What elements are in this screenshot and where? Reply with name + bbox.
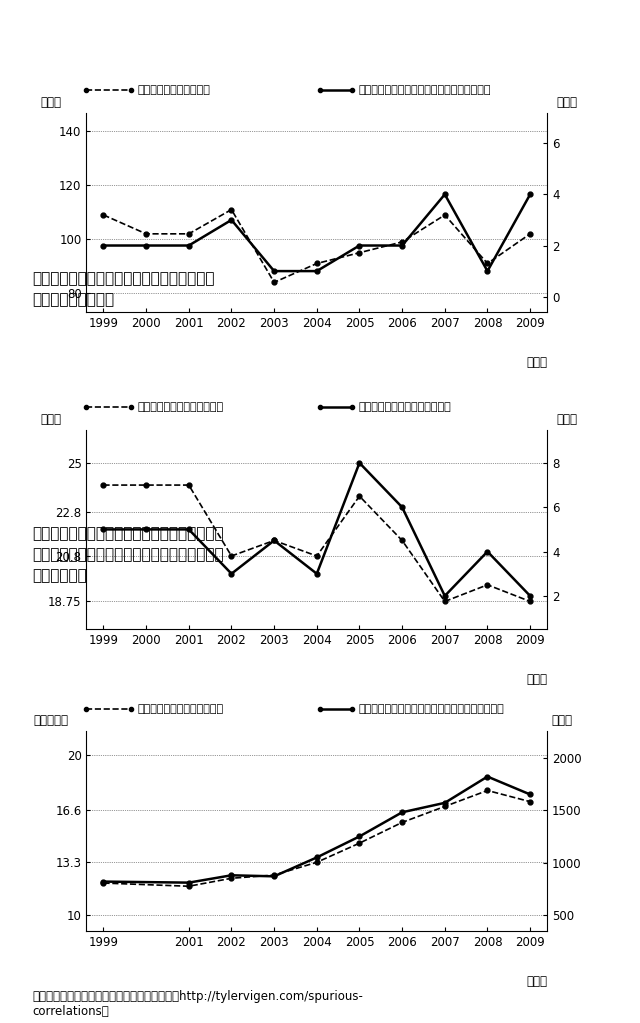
Text: 図表４　ミス・アメリカの年齢と暖房器具に
　　　　よる死者数: 図表４ ミス・アメリカの年齢と暖房器具に よる死者数 — [32, 271, 214, 307]
Text: （出典）タイラー・ヴィーゲンウェブサイト（http://tylervigen.com/spurious-
correlations）: （出典）タイラー・ヴィーゲンウェブサイト（http://tylervigen.c… — [32, 990, 363, 1018]
Text: プールの溺死者数（左）: プールの溺死者数（左） — [138, 85, 211, 95]
Text: （年）: （年） — [526, 673, 547, 686]
Text: （歳）: （歳） — [40, 412, 61, 426]
Text: （本）: （本） — [556, 95, 577, 108]
Text: （人）: （人） — [556, 412, 577, 426]
Text: 暖房器具が原因の死者数（右）: 暖房器具が原因の死者数（右） — [358, 402, 451, 412]
Text: （年）: （年） — [526, 356, 547, 369]
Text: ミス・アメリカの年齢（左）: ミス・アメリカの年齢（左） — [138, 402, 224, 412]
Text: （億ドル）: （億ドル） — [33, 714, 68, 727]
Text: コンピューターサイエンス博士号取得者数（右）: コンピューターサイエンス博士号取得者数（右） — [358, 704, 504, 714]
Text: （人）: （人） — [552, 714, 573, 727]
Text: （人）: （人） — [40, 95, 61, 108]
Text: 商店街における総収入（左）: 商店街における総収入（左） — [138, 704, 224, 714]
Text: 図表５　商店街における総収入とアメリカでの
　　　　コンピューターサイエンス博士号取得
　　　　者数: 図表５ 商店街における総収入とアメリカでの コンピューターサイエンス博士号取得 … — [32, 526, 223, 583]
Text: （年）: （年） — [526, 975, 547, 988]
Text: ニコラス・ケイジの年間映画出演本数（右）: ニコラス・ケイジの年間映画出演本数（右） — [358, 85, 491, 95]
